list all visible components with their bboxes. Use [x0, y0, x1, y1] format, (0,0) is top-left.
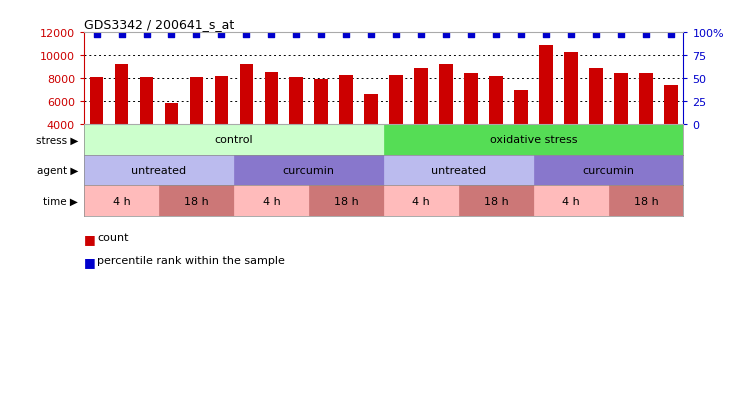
Point [616, 31, 627, 38]
Point [390, 31, 402, 38]
Point [491, 31, 502, 38]
Point [290, 31, 302, 38]
Point [316, 31, 327, 38]
Bar [534, 186, 608, 216]
Bar [459, 186, 534, 216]
Text: 4 h: 4 h [113, 196, 130, 206]
Text: oxidative stress: oxidative stress [490, 135, 577, 145]
Text: untreated: untreated [132, 166, 186, 176]
Bar [84, 155, 234, 186]
Bar [90, 78, 103, 125]
Point [115, 31, 127, 38]
Bar [339, 76, 353, 125]
Bar [464, 74, 478, 125]
Text: 4 h: 4 h [412, 196, 430, 206]
Point [540, 31, 552, 38]
Text: 18 h: 18 h [184, 196, 209, 206]
Bar [84, 186, 159, 216]
Text: ■: ■ [84, 256, 96, 268]
Point [191, 31, 202, 38]
Bar [84, 125, 384, 155]
Point [466, 31, 477, 38]
Bar [159, 186, 234, 216]
Text: agent ▶: agent ▶ [37, 166, 78, 176]
Text: untreated: untreated [431, 166, 486, 176]
Bar [384, 186, 459, 216]
Bar [215, 77, 228, 125]
Text: time ▶: time ▶ [43, 196, 78, 206]
Bar [309, 186, 384, 216]
Text: 18 h: 18 h [634, 196, 659, 206]
Text: curcumin: curcumin [583, 166, 635, 176]
Point [240, 31, 252, 38]
Point [665, 31, 677, 38]
Bar [164, 104, 178, 125]
Text: curcumin: curcumin [283, 166, 335, 176]
Bar [564, 53, 578, 125]
Bar [614, 74, 628, 125]
Bar [384, 125, 683, 155]
Text: control: control [215, 135, 253, 145]
Text: 4 h: 4 h [262, 196, 280, 206]
Bar [289, 78, 303, 125]
Bar [314, 80, 328, 125]
Bar [539, 46, 553, 125]
Bar [414, 69, 428, 125]
Point [440, 31, 452, 38]
Point [341, 31, 352, 38]
Text: percentile rank within the sample: percentile rank within the sample [97, 256, 285, 266]
Bar [384, 155, 534, 186]
Bar [439, 65, 453, 125]
Bar [589, 69, 603, 125]
Point [216, 31, 227, 38]
Bar [639, 74, 653, 125]
Bar [608, 186, 683, 216]
Text: GDS3342 / 200641_s_at: GDS3342 / 200641_s_at [84, 17, 235, 31]
Bar [140, 78, 154, 125]
Point [166, 31, 178, 38]
Point [515, 31, 527, 38]
Bar [115, 65, 129, 125]
Bar [240, 65, 253, 125]
Text: count: count [97, 233, 129, 243]
Bar [265, 73, 279, 125]
Bar [365, 94, 378, 125]
Text: ■: ■ [84, 233, 96, 246]
Point [91, 31, 102, 38]
Point [565, 31, 577, 38]
Point [140, 31, 152, 38]
Point [590, 31, 602, 38]
Bar [234, 186, 309, 216]
Bar [189, 78, 203, 125]
Bar [515, 90, 528, 125]
Bar [234, 155, 384, 186]
Point [415, 31, 427, 38]
Point [640, 31, 652, 38]
Bar [489, 76, 503, 125]
Point [366, 31, 377, 38]
Bar [664, 86, 678, 125]
Bar [390, 76, 403, 125]
Text: 4 h: 4 h [562, 196, 580, 206]
Text: 18 h: 18 h [484, 196, 509, 206]
Bar [534, 155, 683, 186]
Text: 18 h: 18 h [334, 196, 359, 206]
Text: stress ▶: stress ▶ [36, 135, 78, 145]
Point [265, 31, 277, 38]
